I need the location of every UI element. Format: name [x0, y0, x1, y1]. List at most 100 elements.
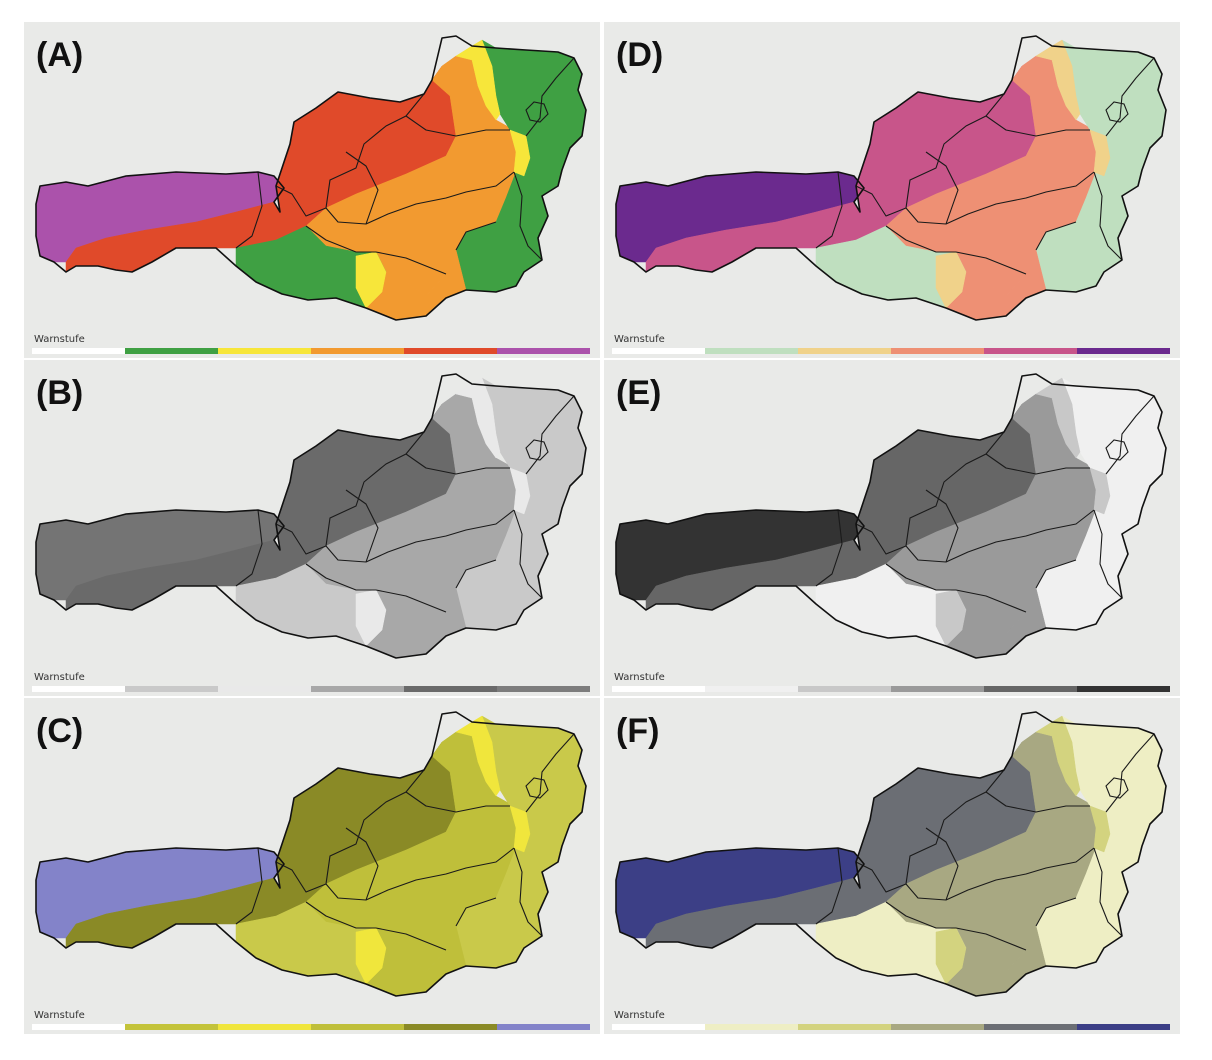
state-border [855, 431, 1005, 555]
state-border [345, 489, 379, 563]
legend-color-bar [32, 348, 590, 354]
legend-swatch-3 [311, 348, 404, 354]
panel-label: (D) [616, 36, 664, 74]
state-border [925, 827, 959, 901]
state-border [1035, 897, 1077, 927]
map-panel-b: (B) Warnstufe [24, 360, 600, 696]
legend-swatch-0 [32, 686, 125, 692]
legend-swatch-4 [984, 348, 1077, 354]
state-border [855, 93, 1005, 217]
map-panel-f: (F) Warnstufe [604, 698, 1180, 1034]
state-border [1093, 509, 1123, 599]
legend-swatch-2 [798, 1024, 891, 1030]
legend-swatch-5 [1077, 348, 1170, 354]
legend-title: Warnstufe [614, 672, 665, 683]
state-border [305, 563, 447, 613]
state-border [345, 151, 379, 225]
austria-map [35, 35, 587, 321]
country-outline [615, 35, 1167, 321]
legend-swatch-4 [984, 686, 1077, 692]
legend-swatch-2 [218, 1024, 311, 1030]
state-border [1093, 171, 1123, 261]
legend-swatch-1 [125, 686, 218, 692]
state-border [525, 733, 575, 813]
legend-swatch-5 [497, 1024, 590, 1030]
state-border [1105, 733, 1155, 813]
panel-label: (B) [36, 374, 84, 412]
legend-swatch-5 [497, 686, 590, 692]
legend-swatch-5 [497, 348, 590, 354]
vienna-border [525, 777, 549, 799]
legend-color-bar [32, 686, 590, 692]
state-border [405, 791, 510, 813]
panel-label: (C) [36, 712, 84, 750]
legend-swatch-3 [891, 686, 984, 692]
state-border [513, 509, 543, 599]
state-border [905, 847, 1095, 901]
state-border [1105, 57, 1155, 137]
state-border [275, 93, 425, 217]
vienna-border [525, 101, 549, 123]
state-border [815, 847, 843, 925]
state-border [405, 115, 510, 137]
state-border [325, 171, 515, 225]
state-border [815, 171, 843, 249]
legend-swatch-4 [404, 348, 497, 354]
legend-swatch-0 [32, 348, 125, 354]
legend-swatch-0 [612, 1024, 705, 1030]
legend-swatch-1 [705, 348, 798, 354]
state-border [885, 225, 1027, 275]
state-border [905, 171, 1095, 225]
legend-swatch-3 [891, 1024, 984, 1030]
state-border [905, 509, 1095, 563]
austria-map [615, 373, 1167, 659]
state-border [325, 847, 515, 901]
legend-swatch-1 [705, 686, 798, 692]
state-border [325, 509, 515, 563]
state-border [405, 453, 510, 475]
state-border [1093, 847, 1123, 937]
state-border [925, 489, 959, 563]
legend-swatch-0 [32, 1024, 125, 1030]
state-border [815, 509, 843, 587]
legend-swatch-4 [984, 1024, 1077, 1030]
map-panel-c: (C) Warnstufe [24, 698, 600, 1034]
state-border [513, 847, 543, 937]
state-border [925, 151, 959, 225]
state-border [455, 221, 497, 251]
state-border [513, 171, 543, 261]
panel-label: (F) [616, 712, 660, 750]
legend-swatch-5 [1077, 1024, 1170, 1030]
state-border [275, 431, 425, 555]
legend-color-bar [612, 686, 1170, 692]
vienna-border [1105, 777, 1129, 799]
country-outline [615, 373, 1167, 659]
legend-swatch-4 [404, 686, 497, 692]
panel-label: (A) [36, 36, 84, 74]
legend-title: Warnstufe [614, 1010, 665, 1021]
legend-swatch-2 [218, 686, 311, 692]
state-border [235, 847, 263, 925]
map-panel-e: (E) Warnstufe [604, 360, 1180, 696]
legend-title: Warnstufe [614, 334, 665, 345]
legend-title: Warnstufe [34, 334, 85, 345]
state-border [985, 791, 1090, 813]
legend-swatch-2 [798, 348, 891, 354]
legend-swatch-4 [404, 1024, 497, 1030]
legend-swatch-3 [891, 348, 984, 354]
state-border [455, 897, 497, 927]
vienna-border [1105, 439, 1129, 461]
legend-swatch-1 [125, 348, 218, 354]
panel-label: (E) [616, 374, 662, 412]
state-border [455, 559, 497, 589]
state-border [1035, 559, 1077, 589]
state-border [235, 509, 263, 587]
state-border [275, 769, 425, 893]
country-outline [35, 373, 587, 659]
legend-swatch-2 [218, 348, 311, 354]
state-border [305, 225, 447, 275]
state-border [1035, 221, 1077, 251]
legend-swatch-2 [798, 686, 891, 692]
legend-color-bar [612, 348, 1170, 354]
map-panel-d: (D) Warnstufe [604, 22, 1180, 358]
